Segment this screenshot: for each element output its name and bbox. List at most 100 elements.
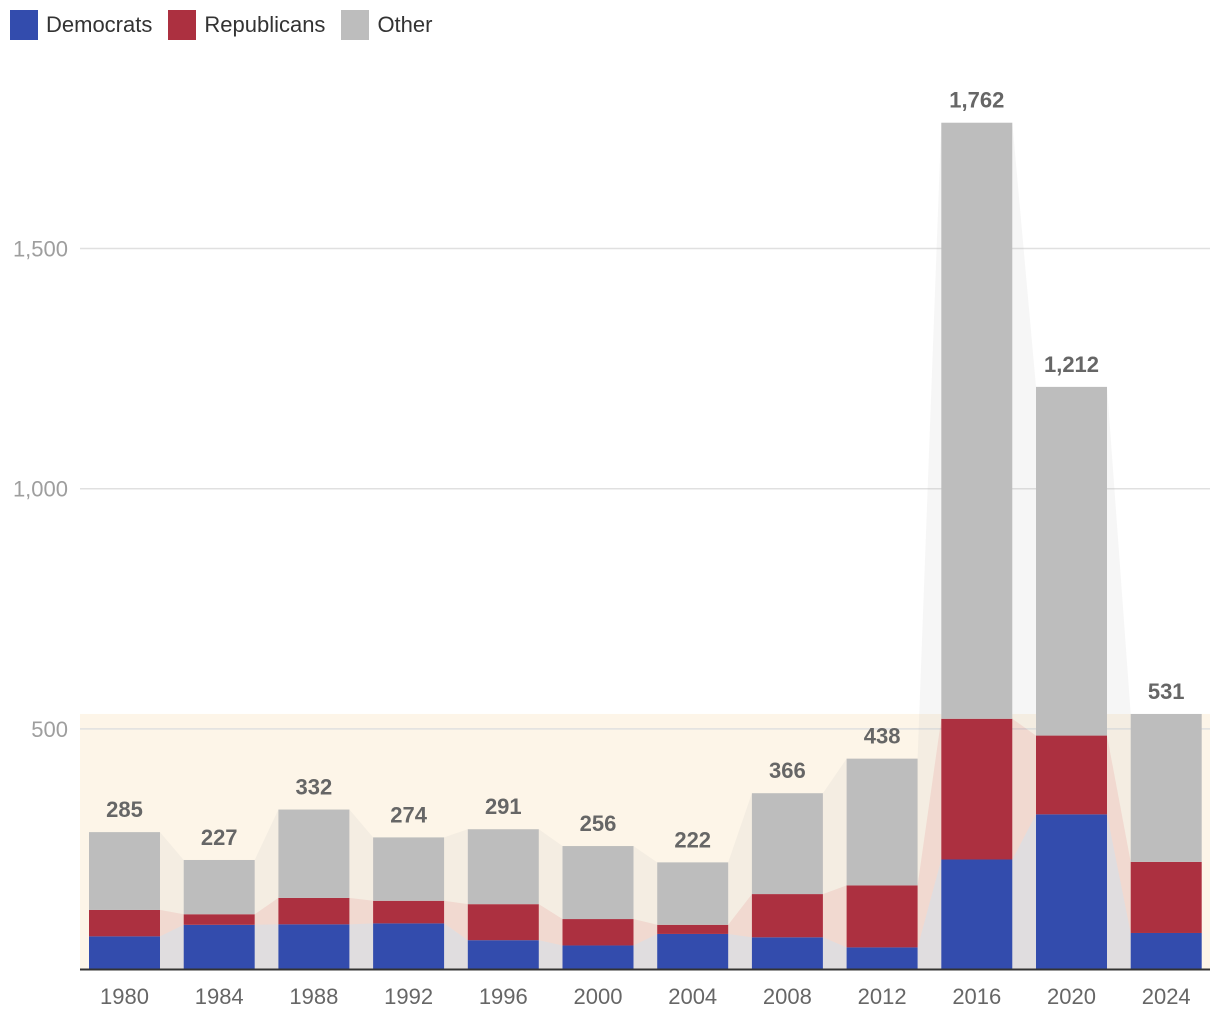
chart-legend: Democrats Republicans Other [10, 10, 432, 40]
x-tick-label: 1992 [384, 984, 433, 1009]
bar-other [1036, 386, 1107, 736]
bar-democrats [657, 933, 729, 969]
bar-total-label: 438 [864, 724, 901, 749]
connector-other [349, 809, 374, 901]
bar-democrats [846, 947, 918, 969]
x-tick-label: 1988 [289, 984, 338, 1009]
bar-other [1130, 713, 1202, 862]
bar-democrats [1036, 814, 1107, 969]
legend-label: Republicans [204, 12, 326, 37]
connector-democrats [1012, 814, 1036, 969]
bar-democrats [183, 924, 255, 969]
connector-democrats [633, 933, 658, 969]
connector-democrats [1107, 814, 1131, 969]
x-tick-label: 2004 [668, 984, 717, 1009]
bar-democrats [1130, 932, 1202, 969]
bar-democrats [941, 859, 1013, 969]
bar-other [657, 862, 729, 925]
bar-republicans [751, 894, 823, 938]
bar-democrats [751, 937, 823, 969]
connector-other [728, 793, 752, 925]
connector-republicans [160, 909, 184, 937]
bar-other [467, 829, 539, 905]
x-tick-label: 1996 [479, 984, 528, 1009]
connector-republicans [349, 897, 374, 925]
connector-democrats [917, 859, 942, 969]
bar-republicans [89, 909, 160, 937]
bar-republicans [467, 904, 539, 941]
bar-total-label: 1,762 [949, 88, 1004, 113]
connector-other [1012, 122, 1036, 736]
bar-republicans [183, 914, 255, 925]
bar-other [183, 859, 255, 915]
connector-republicans [538, 904, 563, 946]
connector-republicans [254, 897, 279, 925]
bar-republicans [1130, 861, 1202, 933]
bar-democrats [562, 945, 634, 969]
legend-item-republicans: Republicans [168, 10, 325, 40]
connector-democrats [254, 924, 279, 969]
x-tick-label: 1984 [195, 984, 244, 1009]
bar-other [846, 758, 918, 886]
connector-republicans [822, 885, 847, 948]
x-tick-label: 2024 [1142, 984, 1191, 1009]
bar-republicans [1036, 735, 1107, 815]
bar-total-label: 256 [580, 811, 617, 836]
bar-republicans [373, 900, 445, 924]
bar-total-label: 222 [674, 827, 711, 852]
x-tick-label: 2016 [952, 984, 1001, 1009]
bar-republicans [846, 885, 918, 948]
bar-other [751, 793, 823, 895]
bar-democrats [89, 936, 160, 969]
bar-other [89, 832, 160, 910]
x-tick-label: 2012 [858, 984, 907, 1009]
x-tick-label: 2000 [574, 984, 623, 1009]
legend-swatch [10, 10, 38, 40]
connector-democrats [538, 940, 563, 969]
bar-democrats [373, 923, 445, 969]
bar-other [562, 846, 634, 920]
connector-other [160, 832, 184, 915]
connector-democrats [444, 923, 468, 969]
bar-total-label: 291 [485, 794, 522, 819]
bar-total-label: 332 [296, 775, 333, 800]
bar-other [941, 122, 1013, 719]
y-tick-label: 500 [31, 717, 68, 742]
bar-other [278, 809, 350, 898]
legend-swatch [168, 10, 197, 40]
highlight-band [80, 713, 1210, 969]
y-tick-label: 1,000 [13, 477, 68, 502]
bar-republicans [278, 897, 350, 925]
bar-democrats [278, 924, 350, 969]
bar-total-label: 1,212 [1044, 352, 1099, 377]
connector-other [1107, 386, 1131, 862]
connector-other [254, 809, 279, 915]
legend-label: Democrats [46, 12, 153, 37]
connector-other [538, 829, 563, 920]
connector-other [917, 122, 942, 886]
x-tick-label: 2008 [763, 984, 812, 1009]
connector-republicans [633, 919, 658, 946]
bar-republicans [941, 718, 1013, 860]
connector-republicans [1012, 718, 1036, 860]
connector-other [633, 846, 658, 925]
connector-democrats [728, 933, 752, 969]
legend-item-democrats: Democrats [10, 10, 152, 40]
bar-total-label: 274 [390, 802, 427, 827]
y-tick-label: 1,500 [13, 237, 68, 262]
connector-republicans [444, 900, 468, 941]
x-tick-label: 2020 [1047, 984, 1096, 1009]
bar-total-label: 227 [201, 825, 238, 850]
bar-total-label: 285 [106, 797, 143, 822]
bar-democrats [467, 940, 539, 969]
bar-republicans [562, 919, 634, 946]
bar-other [373, 837, 445, 901]
bar-total-label: 531 [1148, 679, 1185, 704]
connector-republicans [1107, 735, 1131, 933]
connector-other [822, 758, 847, 895]
legend-label: Other [377, 12, 433, 37]
legend-item-other: Other [341, 10, 432, 40]
bar-total-label: 366 [769, 758, 806, 783]
connector-democrats [822, 937, 847, 969]
